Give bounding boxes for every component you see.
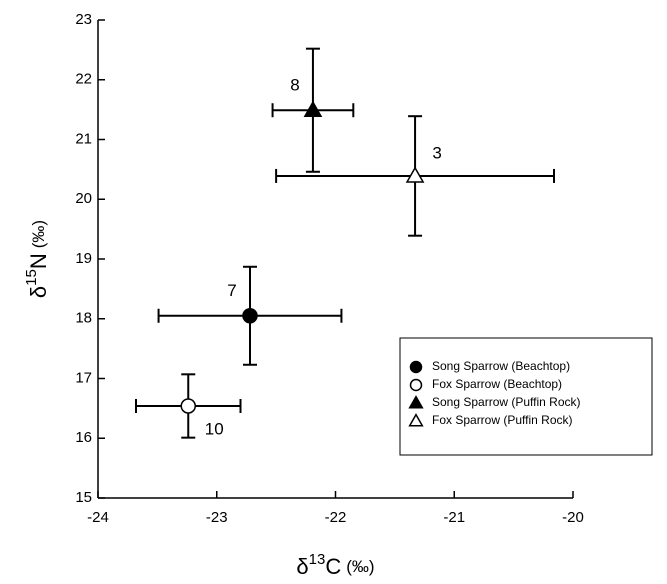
x-tick-label: -24 [87,509,109,526]
y-tick-label: 22 [75,71,92,88]
y-tick-label: 17 [75,369,92,386]
marker [303,100,323,118]
x-tick-label: -23 [206,509,228,526]
y-tick-label: 23 [75,11,92,28]
x-label: δ13C (‰) [296,551,374,579]
legend-label: Song Sparrow (Beachtop) [432,359,570,373]
x-tick-label: -21 [443,509,465,526]
y-tick-label: 20 [75,190,92,207]
legend-box [399,337,653,456]
legend-label: Fox Sparrow (Beachtop) [432,377,562,391]
legend-label: Fox Sparrow (Puffin Rock) [432,413,573,427]
n-label: 10 [205,419,224,438]
legend-marker [408,395,424,409]
marker [180,398,196,414]
y-tick-label: 21 [75,130,92,147]
y-tick-label: 15 [75,489,92,506]
x-tick-label: -20 [562,509,584,526]
y-tick-label: 18 [75,310,92,327]
label-unit: (‰) [29,220,48,248]
label-prefix: δ [296,554,308,579]
marker [405,166,425,183]
y-label: δ15N (‰) [23,220,51,298]
marker [242,308,258,324]
label-prefix: δ [26,286,51,298]
label-unit: (‰) [346,557,374,576]
legend-marker [408,413,424,427]
x-tick-label: -22 [325,509,347,526]
label-superscript: 15 [23,269,40,286]
legend-label: Song Sparrow (Puffin Rock) [432,395,581,409]
label-element: C [325,554,341,579]
n-label: 7 [227,281,236,300]
label-element: N [26,253,51,269]
label-superscript: 13 [309,551,326,568]
legend-marker [409,378,423,392]
n-label: 3 [432,143,441,162]
legend-marker [409,360,423,374]
n-label: 8 [290,76,299,95]
y-tick-label: 16 [75,429,92,446]
y-tick-label: 19 [75,250,92,267]
